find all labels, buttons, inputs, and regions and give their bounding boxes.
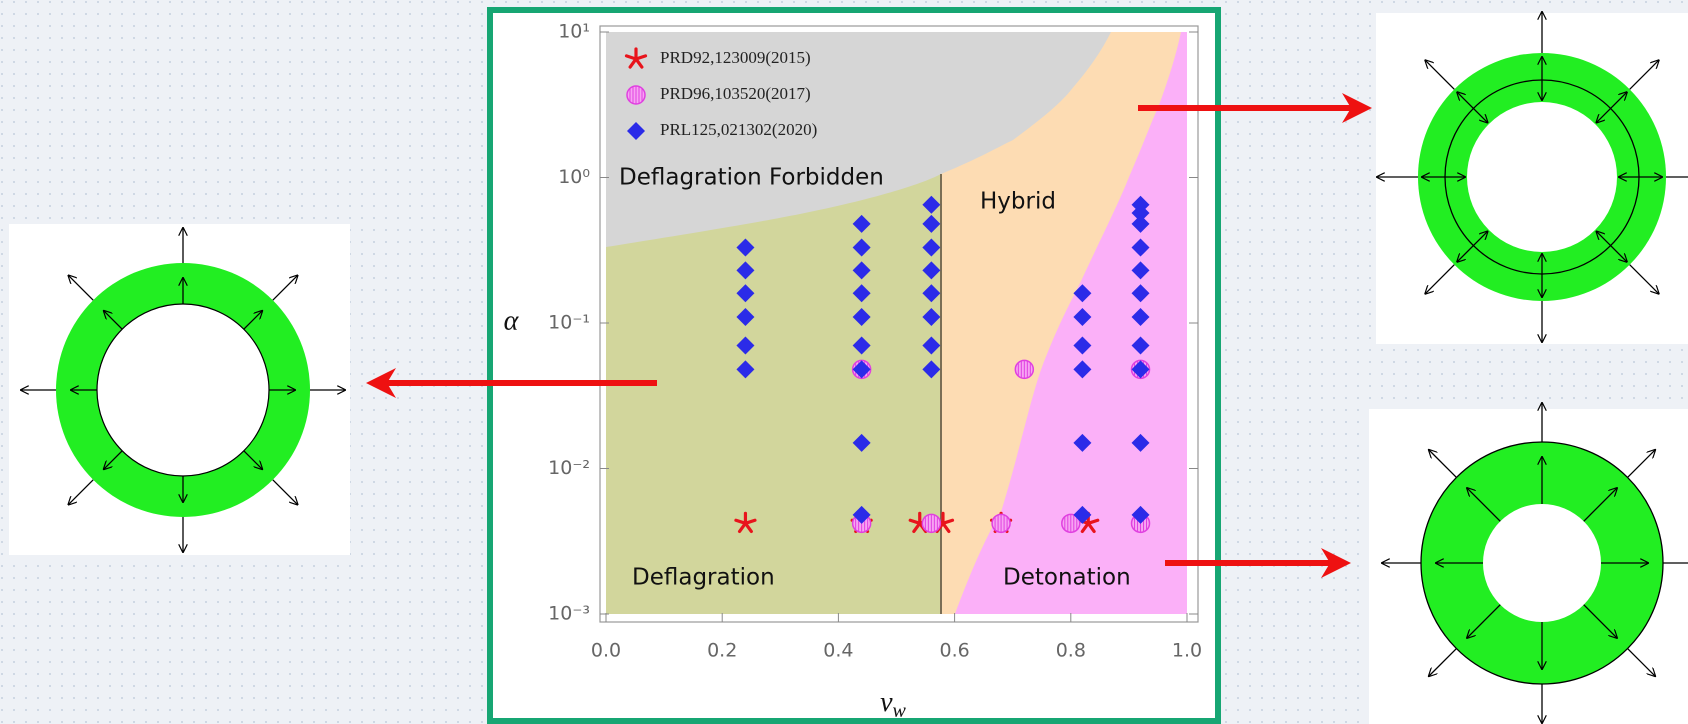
x-axis-label-sub: w (893, 700, 907, 722)
y-tick-label: 10⁻³ (548, 603, 590, 625)
point (1015, 360, 1033, 378)
bubble-core (97, 304, 269, 476)
x-tick-label: 0.0 (591, 640, 621, 662)
point (992, 514, 1010, 532)
page: {"chart_data": { "type": "scatter", "xla… (0, 0, 1688, 724)
bubble-core (1483, 504, 1601, 622)
x-tick-label: 0.2 (707, 640, 737, 662)
x-tick-label: 0.4 (823, 640, 853, 662)
y-axis-label: α (504, 305, 520, 336)
point (922, 514, 940, 532)
y-tick-label: 10⁻² (548, 457, 590, 479)
legend-key (627, 86, 645, 104)
annotation: Deflagration (632, 565, 775, 591)
legend-label: PRL125,021302(2020) (660, 120, 817, 139)
annotation: Detonation (1003, 565, 1131, 591)
x-tick-label: 0.6 (939, 640, 969, 662)
bubble-core (1467, 102, 1617, 252)
y-tick-label: 10¹ (558, 21, 590, 43)
y-tick-label: 10⁻¹ (548, 312, 590, 334)
legend-label: PRD96,103520(2017) (660, 84, 811, 103)
annotation: Deflagration Forbidden (619, 165, 884, 191)
x-tick-label: 1.0 (1172, 640, 1202, 662)
y-tick-label: 10⁰ (558, 166, 590, 188)
legend-label: PRD92,123009(2015) (660, 48, 811, 67)
canvas: Deflagration Forbidden Hybrid Deflagrati… (0, 0, 1688, 724)
x-axis-label-main: v (880, 687, 893, 718)
annotation: Hybrid (980, 189, 1056, 215)
x-tick-label: 0.8 (1056, 640, 1086, 662)
